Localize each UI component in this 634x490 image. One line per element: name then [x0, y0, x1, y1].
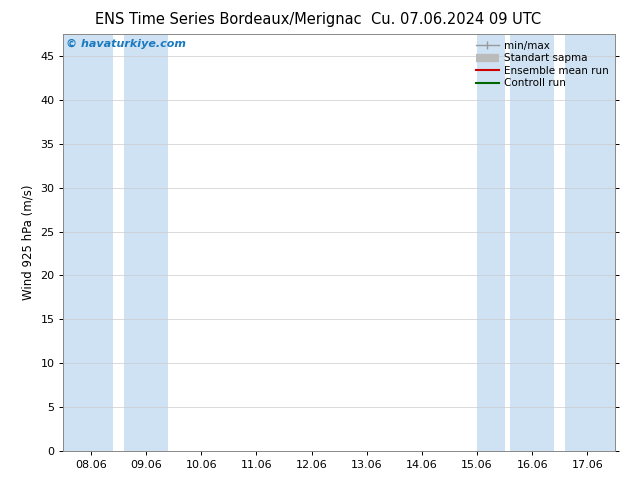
Y-axis label: Wind 925 hPa (m/s): Wind 925 hPa (m/s)	[22, 185, 35, 300]
Text: Cu. 07.06.2024 09 UTC: Cu. 07.06.2024 09 UTC	[372, 12, 541, 27]
Text: ENS Time Series Bordeaux/Merignac: ENS Time Series Bordeaux/Merignac	[95, 12, 361, 27]
Bar	[477, 34, 505, 451]
Bar	[510, 34, 554, 451]
Bar	[124, 34, 168, 451]
Text: © havaturkiye.com: © havaturkiye.com	[66, 38, 186, 49]
Bar	[63, 34, 113, 451]
Legend: min/max, Standart sapma, Ensemble mean run, Controll run: min/max, Standart sapma, Ensemble mean r…	[472, 36, 613, 93]
Bar	[566, 34, 615, 451]
